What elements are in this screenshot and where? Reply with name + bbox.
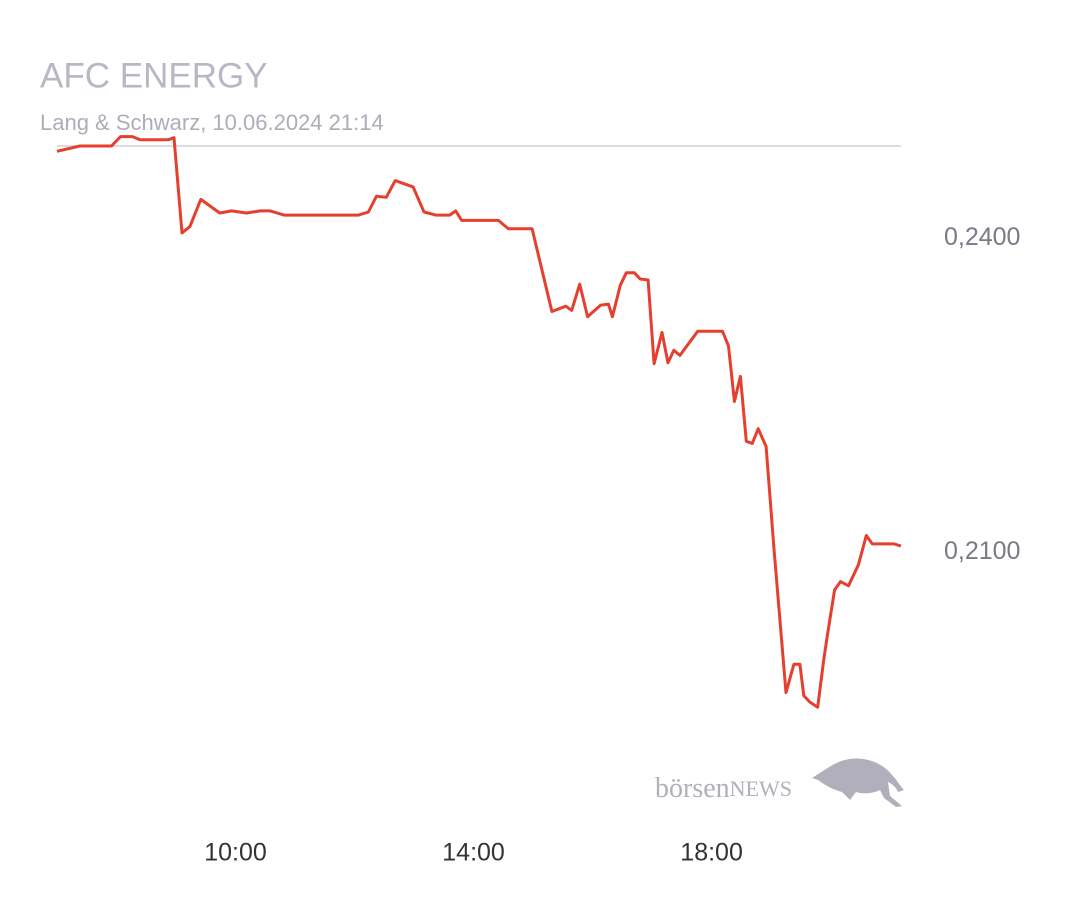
logo: börsenNEWS: [655, 758, 904, 807]
x-tick-label: 10:00: [204, 839, 267, 867]
price-line: [56, 135, 902, 709]
x-tick-label: 18:00: [680, 839, 743, 867]
logo-part: NEWS: [730, 776, 792, 801]
logo-part: börsen: [655, 773, 730, 804]
chart-title: AFC ENERGY: [40, 56, 268, 95]
logo-text: börsenNEWS: [655, 773, 792, 804]
y-tick-label: 0,2400: [944, 223, 1020, 251]
chart-subtitle: Lang & Schwarz, 10.06.2024 21:14: [40, 110, 384, 135]
x-tick-label: 14:00: [442, 839, 505, 867]
y-tick-label: 0,2100: [944, 537, 1020, 565]
logo-bull: [812, 758, 904, 807]
